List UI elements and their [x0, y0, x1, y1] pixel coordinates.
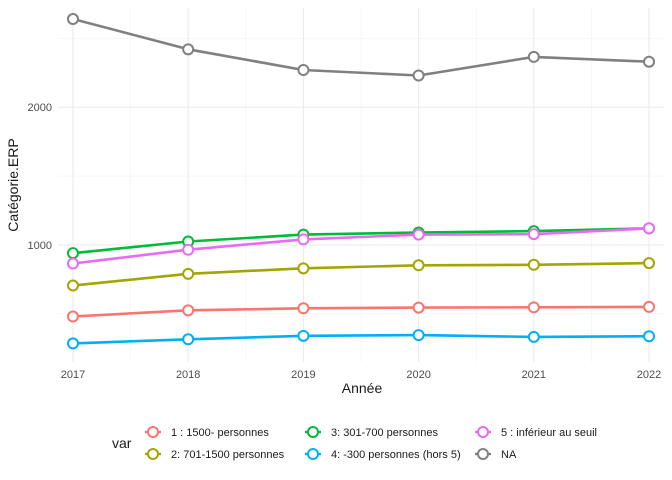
series-5: [66, 222, 656, 270]
series-line: [72, 227, 650, 255]
series-2: [66, 257, 656, 292]
legend-key-marker: [307, 426, 319, 438]
data-point: [643, 222, 656, 235]
data-point: [297, 329, 310, 342]
y-tick-label: 1000: [28, 240, 52, 252]
series-1: [66, 300, 656, 323]
data-point: [643, 330, 656, 343]
data-point: [66, 310, 79, 323]
data-point: [297, 302, 310, 315]
series-layer: [66, 13, 656, 350]
y-axis-title: Catégorie.ERP: [5, 138, 21, 231]
legend-label: 4: -300 personnes (hors 5): [331, 449, 461, 461]
series-6: [66, 13, 656, 82]
y-tick-label: 2000: [28, 102, 52, 114]
data-point: [527, 228, 540, 241]
data-point: [412, 329, 425, 342]
series-line: [72, 305, 650, 318]
series-line: [72, 333, 650, 345]
series-line: [72, 17, 650, 77]
x-tick-label: 2020: [406, 369, 430, 381]
y-axis-ticks: 1000 2000: [28, 102, 52, 252]
data-point: [412, 228, 425, 241]
x-tick-label: 2021: [522, 369, 546, 381]
legend-item: 5 : inférieur au seuil: [475, 426, 597, 439]
data-point: [66, 337, 79, 350]
data-point: [527, 258, 540, 271]
data-point: [412, 301, 425, 314]
data-point: [66, 247, 79, 260]
data-point: [182, 243, 195, 256]
data-point: [527, 301, 540, 314]
legend-label: 1 : 1500- personnes: [171, 427, 269, 439]
series-line: [72, 261, 650, 287]
x-tick-label: 2019: [291, 369, 315, 381]
legend-item: 2: 701-1500 personnes: [145, 448, 285, 461]
legend-item: 1 : 1500- personnes: [145, 426, 269, 439]
legend-label: 2: 701-1500 personnes: [171, 449, 285, 461]
legend-key-marker: [477, 448, 489, 460]
data-point: [643, 257, 656, 270]
data-point: [297, 262, 310, 275]
x-axis-ticks: 2017 2018 2019 2020 2021 2022: [61, 369, 662, 381]
data-point: [182, 43, 195, 56]
x-tick-label: 2018: [176, 369, 200, 381]
x-tick-label: 2022: [637, 369, 661, 381]
legend-title: var: [112, 435, 132, 451]
legend-label: 5 : inférieur au seuil: [501, 427, 597, 439]
x-tick-label: 2017: [61, 369, 85, 381]
legend-key-marker: [147, 448, 159, 460]
data-point: [66, 13, 79, 26]
data-point: [182, 333, 195, 346]
data-point: [182, 304, 195, 317]
data-point: [412, 69, 425, 82]
legend-item: 4: -300 personnes (hors 5): [305, 448, 461, 461]
legend: var 1 : 1500- personnes 2: 701-1500 perso…: [112, 426, 597, 461]
x-axis-title: Année: [342, 380, 383, 396]
data-point: [643, 55, 656, 68]
legend-key-marker: [477, 426, 489, 438]
legend-label: NA: [501, 449, 517, 461]
legend-key-marker: [147, 426, 159, 438]
legend-label: 3: 301-700 personnes: [331, 427, 439, 439]
data-point: [66, 279, 79, 292]
data-point: [527, 330, 540, 343]
data-point: [412, 259, 425, 272]
data-point: [527, 50, 540, 63]
data-point: [297, 233, 310, 246]
legend-item: NA: [475, 448, 517, 461]
data-point: [643, 300, 656, 313]
data-point: [66, 257, 79, 270]
series-line: [72, 227, 650, 265]
legend-key-marker: [307, 448, 319, 460]
data-point: [182, 267, 195, 280]
legend-item: 3: 301-700 personnes: [305, 426, 439, 439]
data-point: [297, 63, 310, 76]
series-4: [66, 329, 656, 350]
